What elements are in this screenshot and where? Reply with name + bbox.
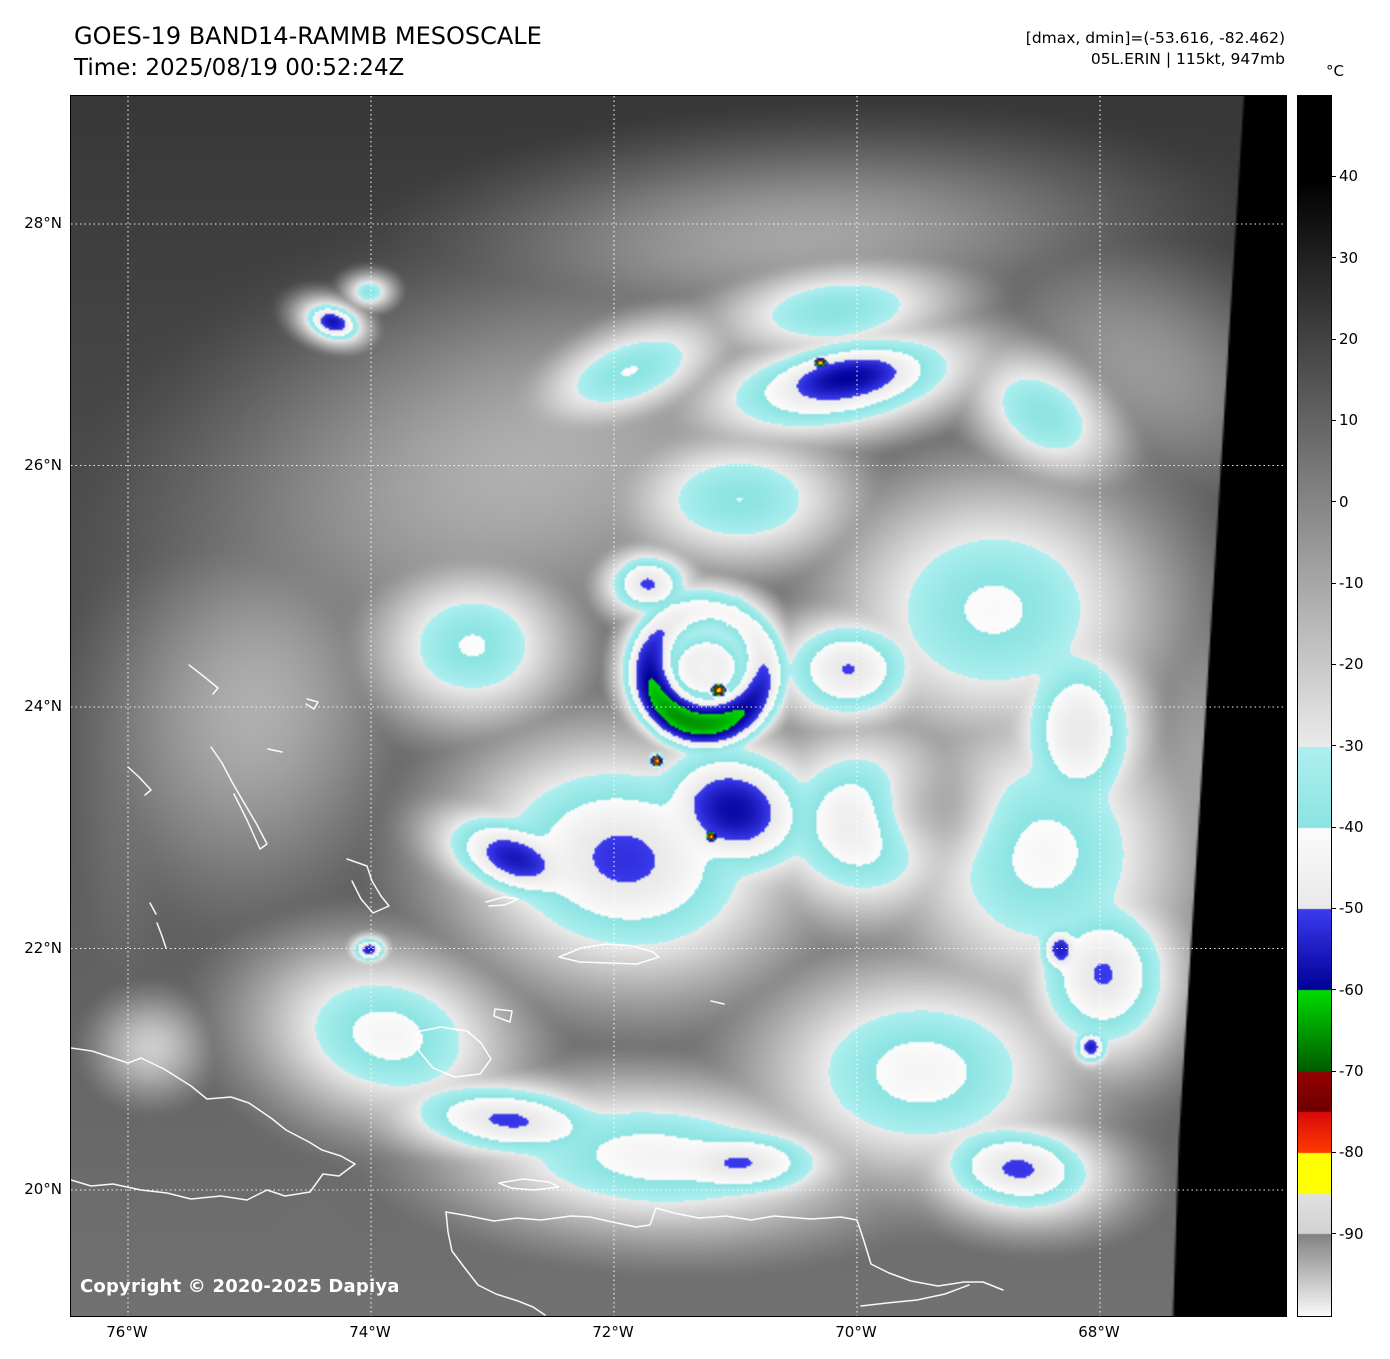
coastline	[188, 664, 219, 695]
colorbar	[1297, 95, 1332, 1317]
colorbar-tick	[1331, 582, 1336, 584]
colorbar-tick-label: 0	[1339, 492, 1349, 511]
colorbar-tick	[1331, 338, 1336, 340]
satellite-canvas	[71, 96, 1286, 1316]
colorbar-tick-label: -20	[1339, 655, 1364, 674]
product-title: GOES-19 BAND14-RAMMB MESOSCALE	[74, 22, 542, 50]
lon-label: 72°W	[592, 1323, 634, 1341]
colorbar-tick	[1331, 989, 1336, 991]
coastline	[210, 746, 268, 850]
lat-label: 28°N	[24, 213, 62, 232]
colorbar-tick	[1331, 175, 1336, 177]
colorbar-tick	[1331, 745, 1336, 747]
copyright: Copyright © 2020-2025 Dapiya	[80, 1276, 400, 1297]
lat-label: 26°N	[24, 455, 62, 474]
colorbar-tick	[1331, 1233, 1336, 1235]
coastline	[156, 922, 167, 949]
satellite-image: Copyright © 2020-2025 Dapiya	[70, 95, 1287, 1317]
coastline	[415, 1026, 492, 1078]
colorbar-tick-label: -80	[1339, 1143, 1364, 1162]
storm-info: 05L.ERIN | 115kt, 947mb	[1090, 50, 1285, 68]
colorbar-tick-label: -90	[1339, 1224, 1364, 1243]
colorbar-tick-label: -40	[1339, 818, 1364, 836]
colorbar-tick	[1331, 826, 1336, 828]
coastline	[71, 1047, 356, 1165]
colorbar-unit: °C	[1326, 62, 1344, 80]
colorbar-canvas	[1298, 96, 1331, 1316]
colorbar-tick-label: 10	[1339, 411, 1359, 430]
coastline	[498, 1178, 560, 1191]
coastline	[710, 1000, 725, 1005]
colorbar-tick-label: -70	[1339, 1062, 1364, 1080]
colorbar-tick	[1331, 1151, 1336, 1153]
coastline	[71, 1163, 356, 1201]
lat-label: 20°N	[24, 1179, 62, 1198]
timestamp: Time: 2025/08/19 00:52:24Z	[74, 55, 405, 81]
dmax-dmin-readout: [dmax, dmin]=(-53.616, -82.462)	[1025, 29, 1285, 47]
coastline	[305, 698, 319, 710]
colorbar-tick-label: 40	[1339, 167, 1359, 186]
lon-label: 74°W	[349, 1323, 391, 1341]
lon-label: 68°W	[1078, 1323, 1120, 1341]
colorbar-tick-label: -60	[1339, 980, 1364, 999]
colorbar-tick-label: -50	[1339, 899, 1364, 918]
map-overlay	[71, 96, 1286, 1316]
colorbar-tick	[1331, 501, 1336, 503]
coastline	[445, 1207, 1004, 1291]
lon-label: 76°W	[106, 1323, 148, 1341]
coastline	[149, 902, 157, 915]
coastline	[493, 1008, 513, 1023]
coastline	[346, 858, 390, 914]
lat-label: 24°N	[24, 696, 62, 715]
lon-label: 70°W	[835, 1323, 877, 1341]
colorbar-tick	[1331, 1070, 1336, 1072]
coastline	[445, 1211, 546, 1316]
colorbar-tick-label: -10	[1339, 574, 1364, 592]
colorbar-tick-label: 20	[1339, 330, 1359, 348]
colorbar-tick	[1331, 257, 1336, 259]
coastline	[485, 896, 519, 907]
coastline	[860, 1284, 970, 1307]
colorbar-tick	[1331, 663, 1336, 665]
colorbar-tick	[1331, 907, 1336, 909]
colorbar-tick	[1331, 419, 1336, 421]
header-readouts: [dmax, dmin]=(-53.616, -82.462) 05L.ERIN…	[1026, 28, 1285, 70]
coastline	[127, 766, 152, 796]
lat-label: 22°N	[24, 938, 62, 957]
coastline	[267, 748, 283, 753]
colorbar-tick-label: 30	[1339, 248, 1359, 267]
colorbar-tick-label: -30	[1339, 736, 1364, 755]
coastline	[558, 943, 660, 965]
